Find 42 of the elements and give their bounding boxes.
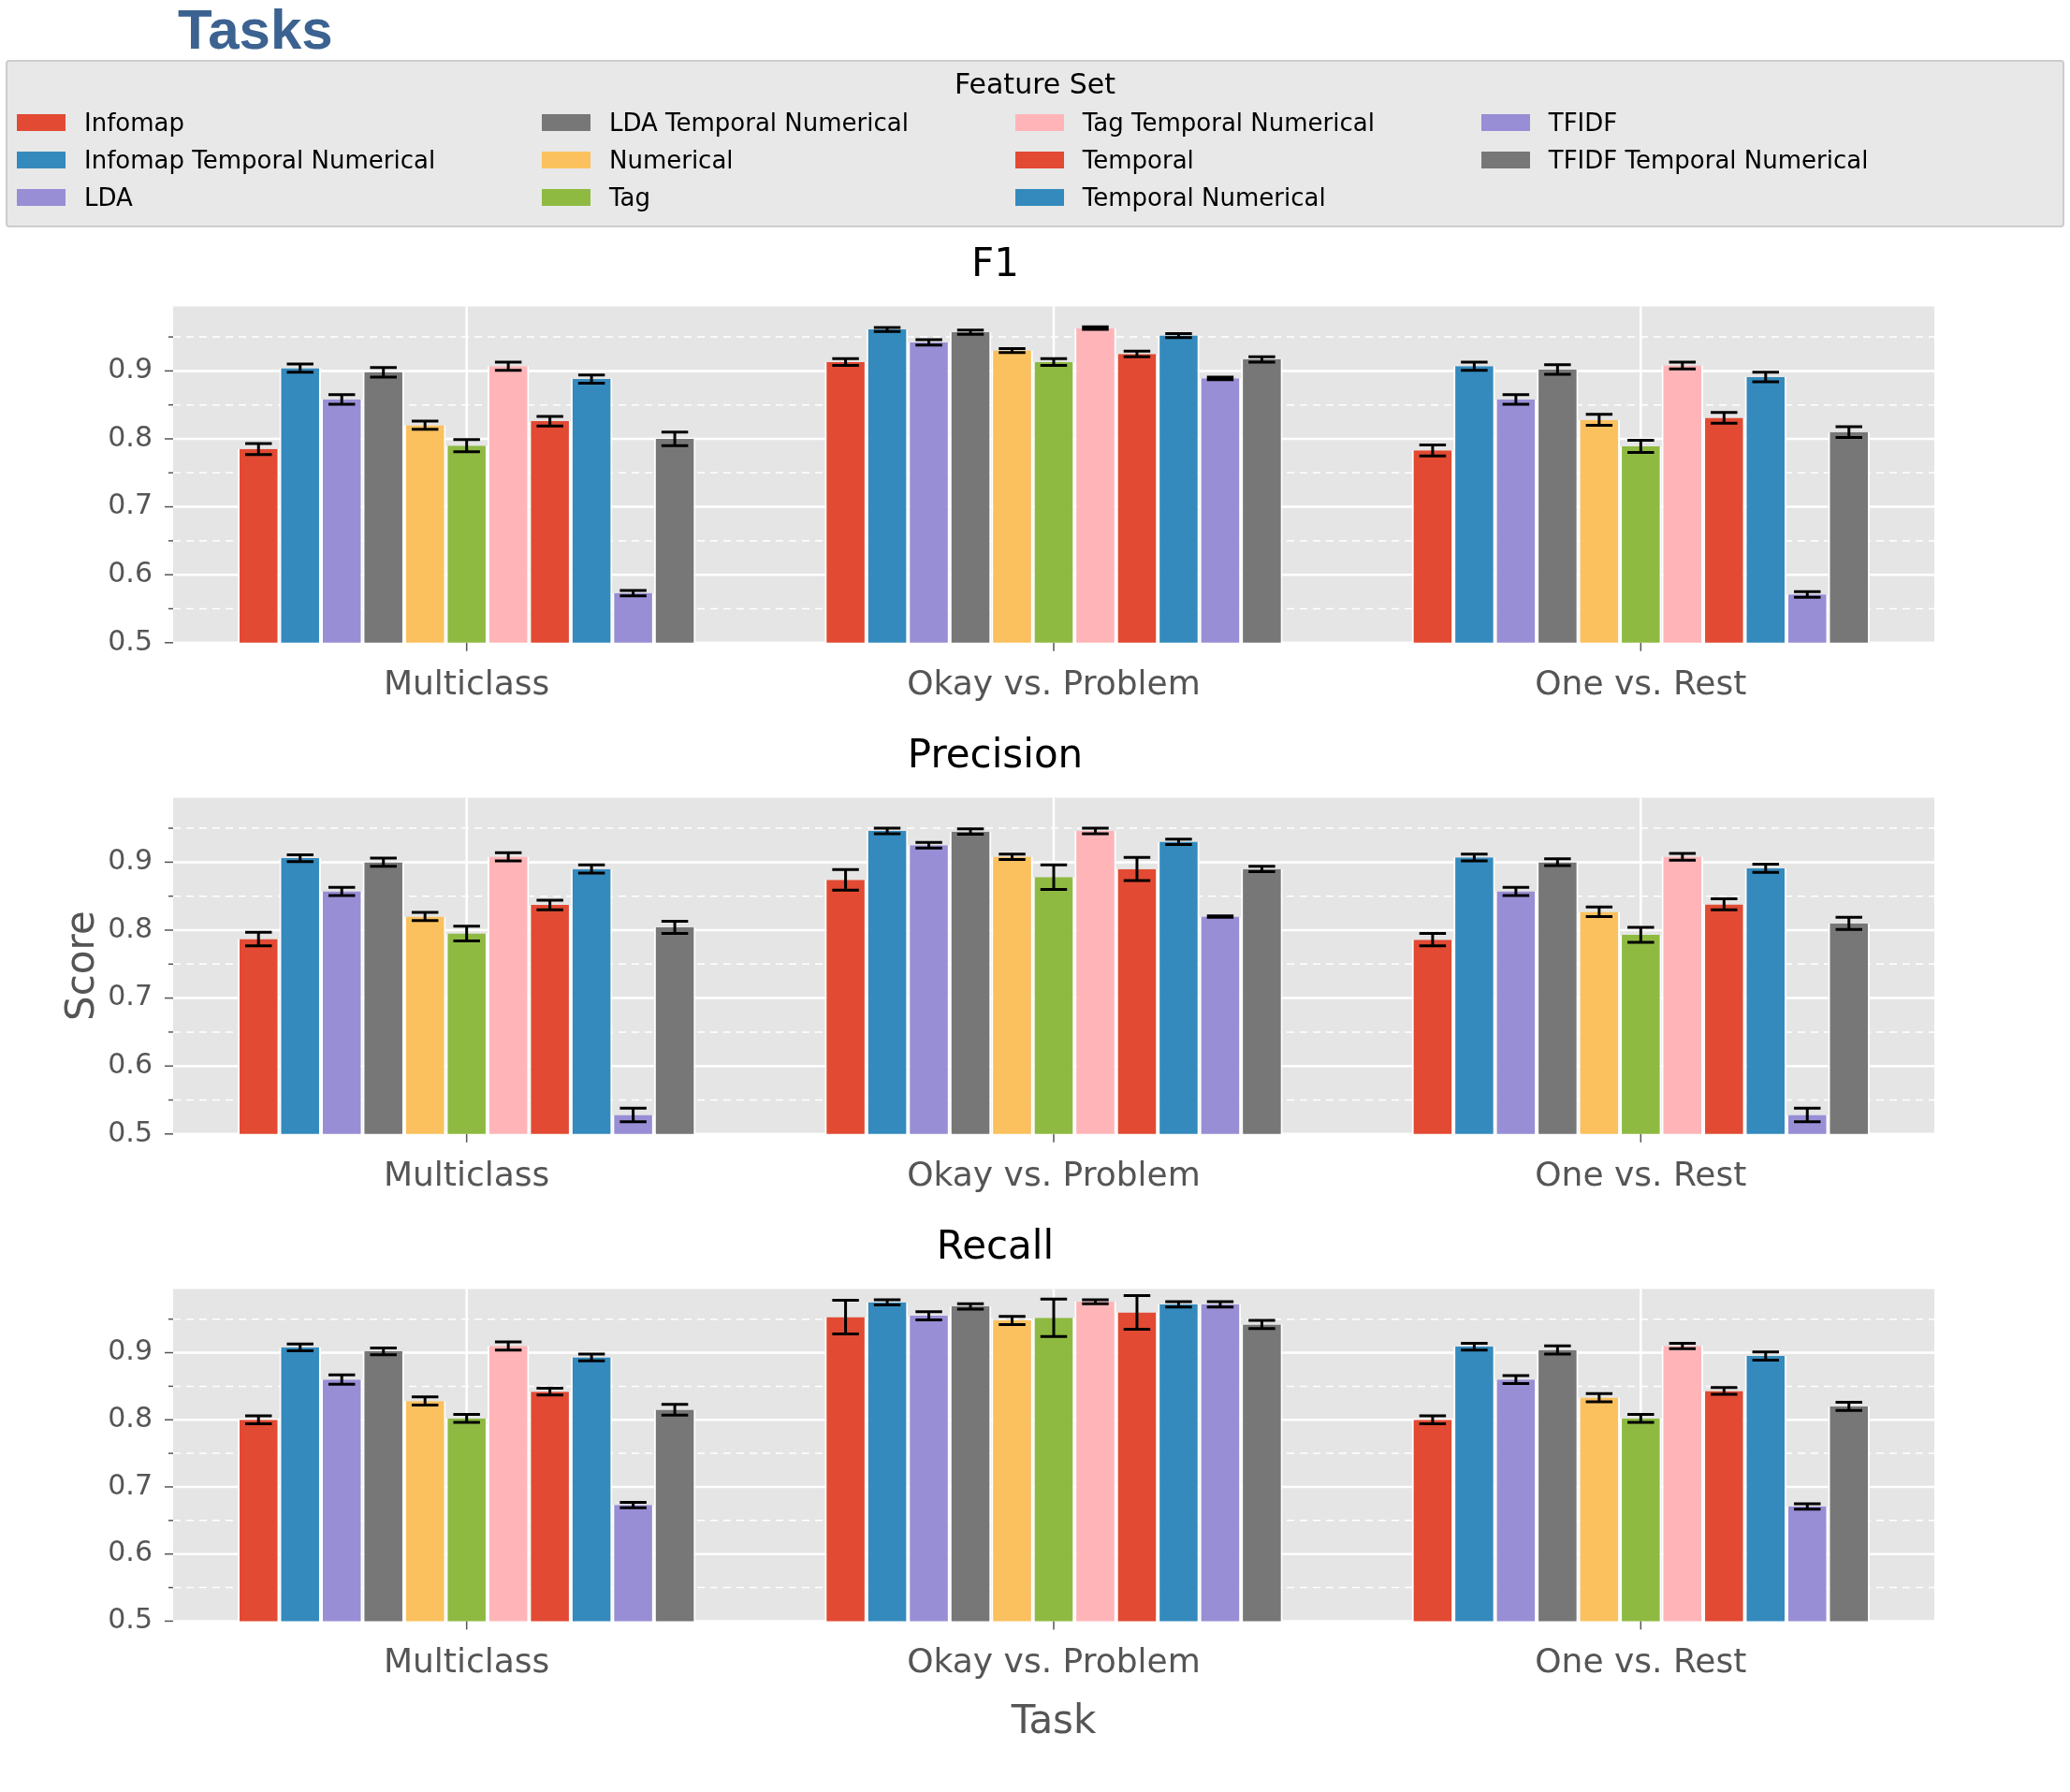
- y-tick-label: 0.9: [108, 843, 153, 877]
- legend-label: Infomap Temporal Numerical: [84, 146, 436, 174]
- y-tick-label: 0.8: [108, 1401, 153, 1435]
- legend-label: LDA Temporal Numerical: [608, 109, 909, 137]
- x-tick-label: Okay vs. Problem: [907, 1154, 1201, 1193]
- y-tick-label: 0.6: [108, 1046, 153, 1080]
- y-axis-title: Score: [57, 911, 104, 1021]
- y-tick-label: 0.8: [108, 419, 153, 453]
- y-tick-label: 0.7: [108, 979, 153, 1013]
- legend-label: Numerical: [608, 146, 734, 174]
- x-tick-label: Okay vs. Problem: [907, 663, 1201, 702]
- x-axis-title: Task: [1010, 1696, 1097, 1742]
- legend-label: LDA: [84, 183, 133, 211]
- legend-label: Infomap: [84, 109, 184, 137]
- y-tick-label: 0.7: [108, 488, 153, 521]
- y-tick-label: 0.5: [108, 1602, 153, 1636]
- x-tick-label: Multiclass: [383, 663, 550, 702]
- x-tick-label: Multiclass: [383, 1641, 550, 1681]
- y-tick-label: 0.9: [108, 1333, 153, 1367]
- y-tick-label: 0.6: [108, 1535, 153, 1568]
- chart-title: F1: [971, 240, 1019, 286]
- legend-label: Tag: [608, 183, 650, 211]
- x-tick-label: One vs. Rest: [1535, 1154, 1747, 1193]
- legend-title: Feature Set: [953, 67, 1117, 100]
- legend-label: Tag Temporal Numerical: [1082, 109, 1375, 137]
- x-tick-label: Okay vs. Problem: [907, 1641, 1201, 1681]
- legend-label: TFIDF Temporal Numerical: [1548, 146, 1869, 174]
- legend-label: Temporal: [1082, 146, 1194, 174]
- legend-label: TFIDF: [1548, 109, 1618, 137]
- y-tick-label: 0.5: [108, 623, 153, 657]
- y-tick-label: 0.7: [108, 1467, 153, 1501]
- y-tick-label: 0.9: [108, 352, 153, 386]
- y-tick-label: 0.5: [108, 1115, 153, 1148]
- chart-title: Precision: [907, 731, 1084, 778]
- legend-label: Temporal Numerical: [1082, 183, 1326, 211]
- chart-title: Recall: [936, 1222, 1055, 1269]
- x-tick-label: One vs. Rest: [1535, 663, 1747, 702]
- y-tick-label: 0.8: [108, 911, 153, 944]
- y-tick-label: 0.6: [108, 555, 153, 589]
- x-tick-label: Multiclass: [383, 1154, 550, 1193]
- text: Tasks: [177, 0, 334, 61]
- x-tick-label: One vs. Rest: [1535, 1641, 1747, 1681]
